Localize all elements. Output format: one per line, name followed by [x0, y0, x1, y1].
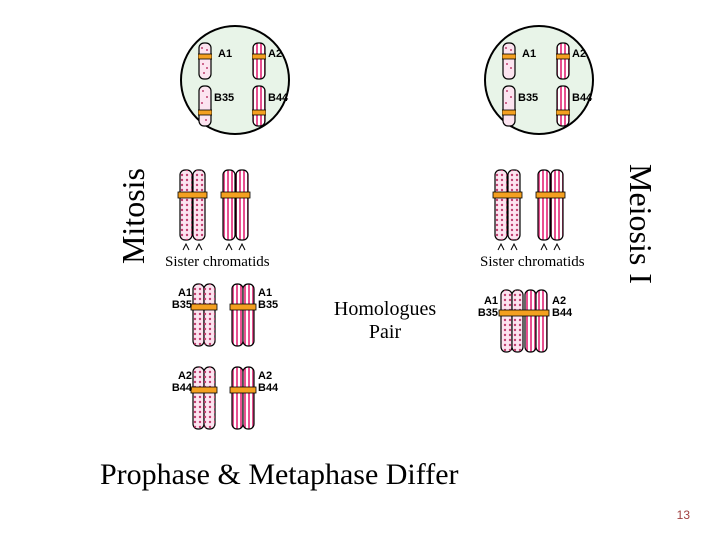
- sister-left-group: [175, 168, 285, 258]
- page-title: Prophase & Metaphase Differ: [100, 458, 459, 492]
- homologues-label: Homologues Pair: [320, 298, 450, 344]
- meiosis-lb: B35: [471, 307, 498, 319]
- meiosis-lt: A1: [478, 295, 498, 307]
- left-cell-label-a2: A2: [268, 48, 282, 60]
- right-cell-chrom-a2: [556, 42, 570, 80]
- mitosis-pair2: [188, 365, 268, 437]
- left-cell-label-b44: B44: [268, 92, 288, 104]
- right-cell-chrom-b44: [556, 85, 570, 127]
- left-cell-chrom-b44: [252, 85, 266, 127]
- left-cell-chrom-a1: [198, 42, 212, 80]
- meiosis-rb: B44: [552, 307, 572, 319]
- right-cell-label-a1: A1: [522, 48, 536, 60]
- left-cell-chrom-a2: [252, 42, 266, 80]
- mitosis-p1-lb: B35: [165, 299, 192, 311]
- right-cell-label-b35: B35: [518, 92, 538, 104]
- mitosis-pair1: [188, 282, 268, 354]
- right-cell-label-a2: A2: [572, 48, 586, 60]
- right-cell-chrom-b35: [502, 85, 516, 127]
- sister-right-text: Sister chromatids: [480, 254, 585, 271]
- mitosis-p1-rb: B35: [258, 299, 278, 311]
- homologues-line2: Pair: [369, 321, 401, 343]
- right-cell-chrom-a1: [502, 42, 516, 80]
- mitosis-p2-rt: A2: [258, 370, 272, 382]
- left-cell-chrom-b35: [198, 85, 212, 127]
- page-number: 13: [677, 508, 690, 522]
- left-cell-label-a1: A1: [218, 48, 232, 60]
- right-cell: [484, 25, 594, 135]
- sister-right-group: [490, 168, 600, 258]
- meiosis-rt: A2: [552, 295, 566, 307]
- homologues-line1: Homologues: [334, 298, 436, 320]
- mitosis-p1-lt: A1: [172, 287, 192, 299]
- mitosis-p2-lb: B44: [165, 382, 192, 394]
- sister-left-text: Sister chromatids: [165, 254, 270, 271]
- mitosis-p1-rt: A1: [258, 287, 272, 299]
- right-cell-label-b44: B44: [572, 92, 592, 104]
- meiosis-label: Meiosis I: [622, 164, 659, 284]
- mitosis-p2-lt: A2: [172, 370, 192, 382]
- mitosis-label: Mitosis: [115, 168, 152, 264]
- mitosis-p2-rb: B44: [258, 382, 278, 394]
- left-cell-label-b35: B35: [214, 92, 234, 104]
- left-cell: [180, 25, 290, 135]
